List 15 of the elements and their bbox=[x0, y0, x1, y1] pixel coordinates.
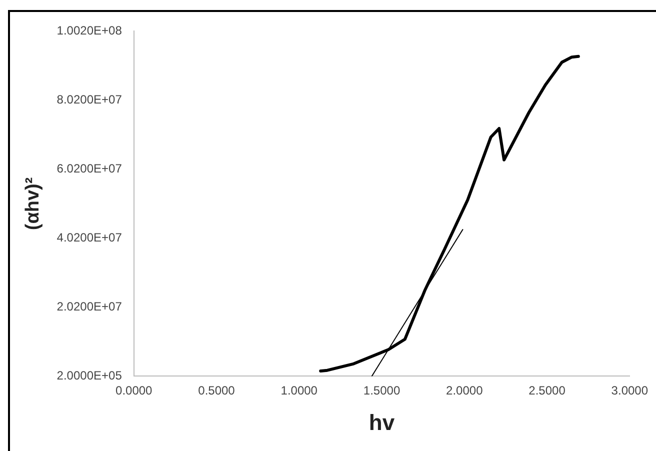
x-tick-label: 0.0000 bbox=[116, 384, 153, 398]
y-tick-label: 6.0200E+07 bbox=[56, 162, 122, 176]
y-tick-label: 2.0000E+05 bbox=[56, 368, 122, 383]
x-tick-label: 3.0000 bbox=[611, 384, 648, 398]
y-tick-label: 1.0020E+08 bbox=[56, 24, 122, 38]
x-tick-label: 2.0000 bbox=[446, 384, 484, 398]
y-axis-title: (αhv)² bbox=[22, 177, 44, 230]
x-tick-label: 1.5000 bbox=[363, 384, 400, 398]
x-tick-label: 0.5000 bbox=[198, 384, 236, 398]
x-axis-title: hv bbox=[368, 410, 396, 435]
y-tick-label: 8.0200E+07 bbox=[56, 92, 122, 107]
x-tick-label: 1.0000 bbox=[280, 384, 318, 398]
y-tick-label: 2.0200E+07 bbox=[56, 300, 122, 314]
y-tick-label: 4.0200E+07 bbox=[56, 230, 122, 245]
x-tick-label: 2.5000 bbox=[528, 384, 566, 398]
